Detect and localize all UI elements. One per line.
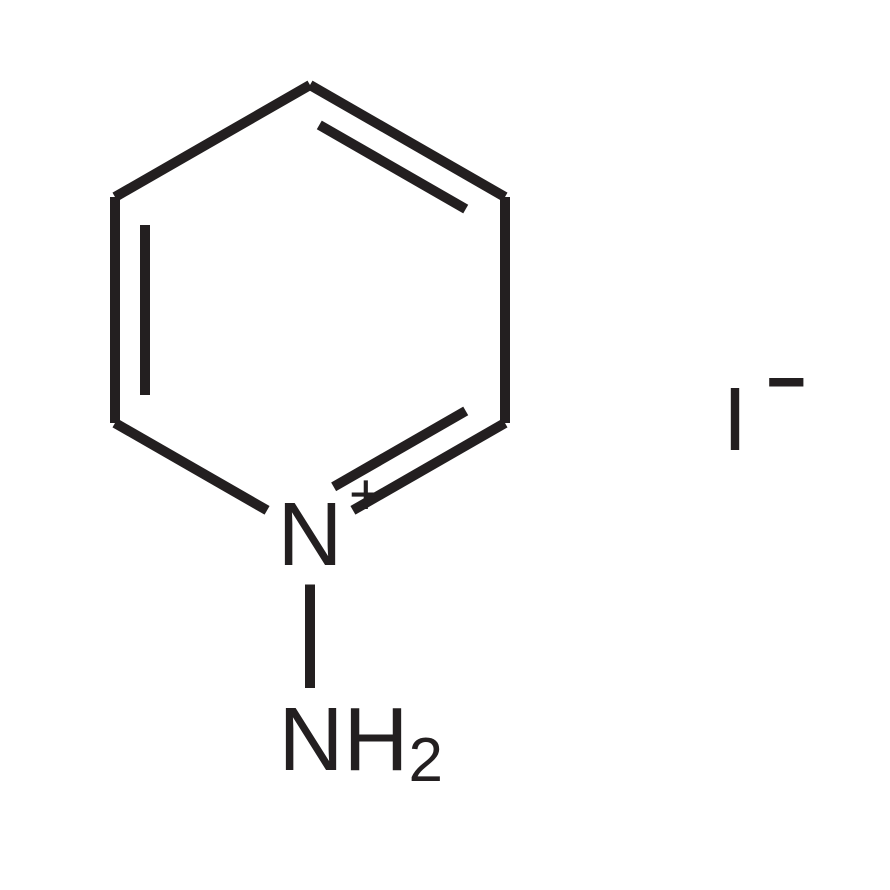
counterion-label: I — [722, 370, 747, 470]
ring-bond — [115, 85, 310, 197]
ring-nitrogen-label: N — [278, 485, 343, 585]
ring-nitrogen-charge: + — [349, 462, 383, 527]
amine-label: NH2 — [279, 690, 443, 794]
ring-bond — [115, 423, 267, 510]
chemical-structure-canvas: N+ NH2 I — [0, 0, 890, 890]
